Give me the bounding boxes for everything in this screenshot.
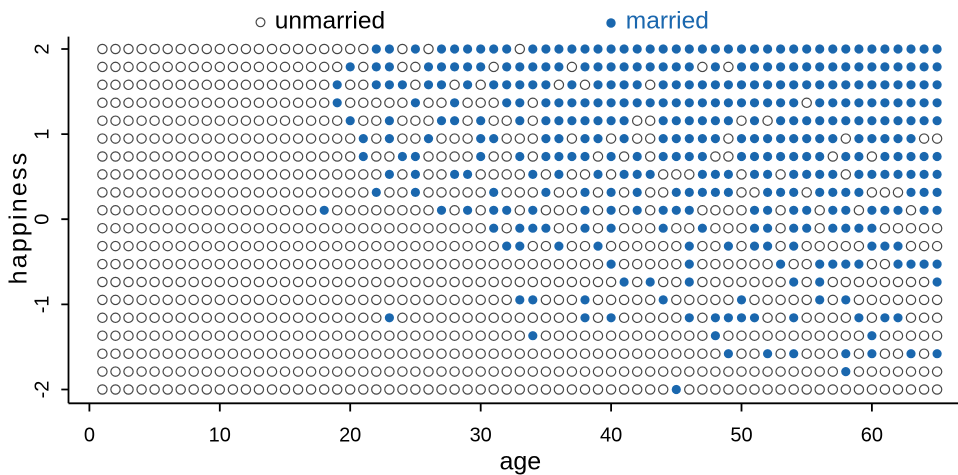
svg-text:60: 60	[861, 425, 883, 447]
svg-text:50: 50	[730, 425, 752, 447]
svg-text:-1: -1	[32, 296, 54, 314]
svg-text:happiness: happiness	[4, 151, 32, 285]
svg-text:2: 2	[32, 43, 54, 54]
svg-text:unmarried: unmarried	[275, 8, 385, 35]
svg-text:1: 1	[32, 129, 54, 140]
svg-text:0: 0	[84, 425, 95, 447]
svg-text:30: 30	[470, 425, 492, 447]
svg-text:20: 20	[339, 425, 361, 447]
svg-text:40: 40	[600, 425, 622, 447]
svg-text:0: 0	[32, 214, 54, 225]
svg-text:10: 10	[209, 425, 231, 447]
svg-text:-2: -2	[32, 381, 54, 399]
svg-text:age: age	[499, 447, 541, 475]
svg-text:married: married	[626, 8, 709, 35]
